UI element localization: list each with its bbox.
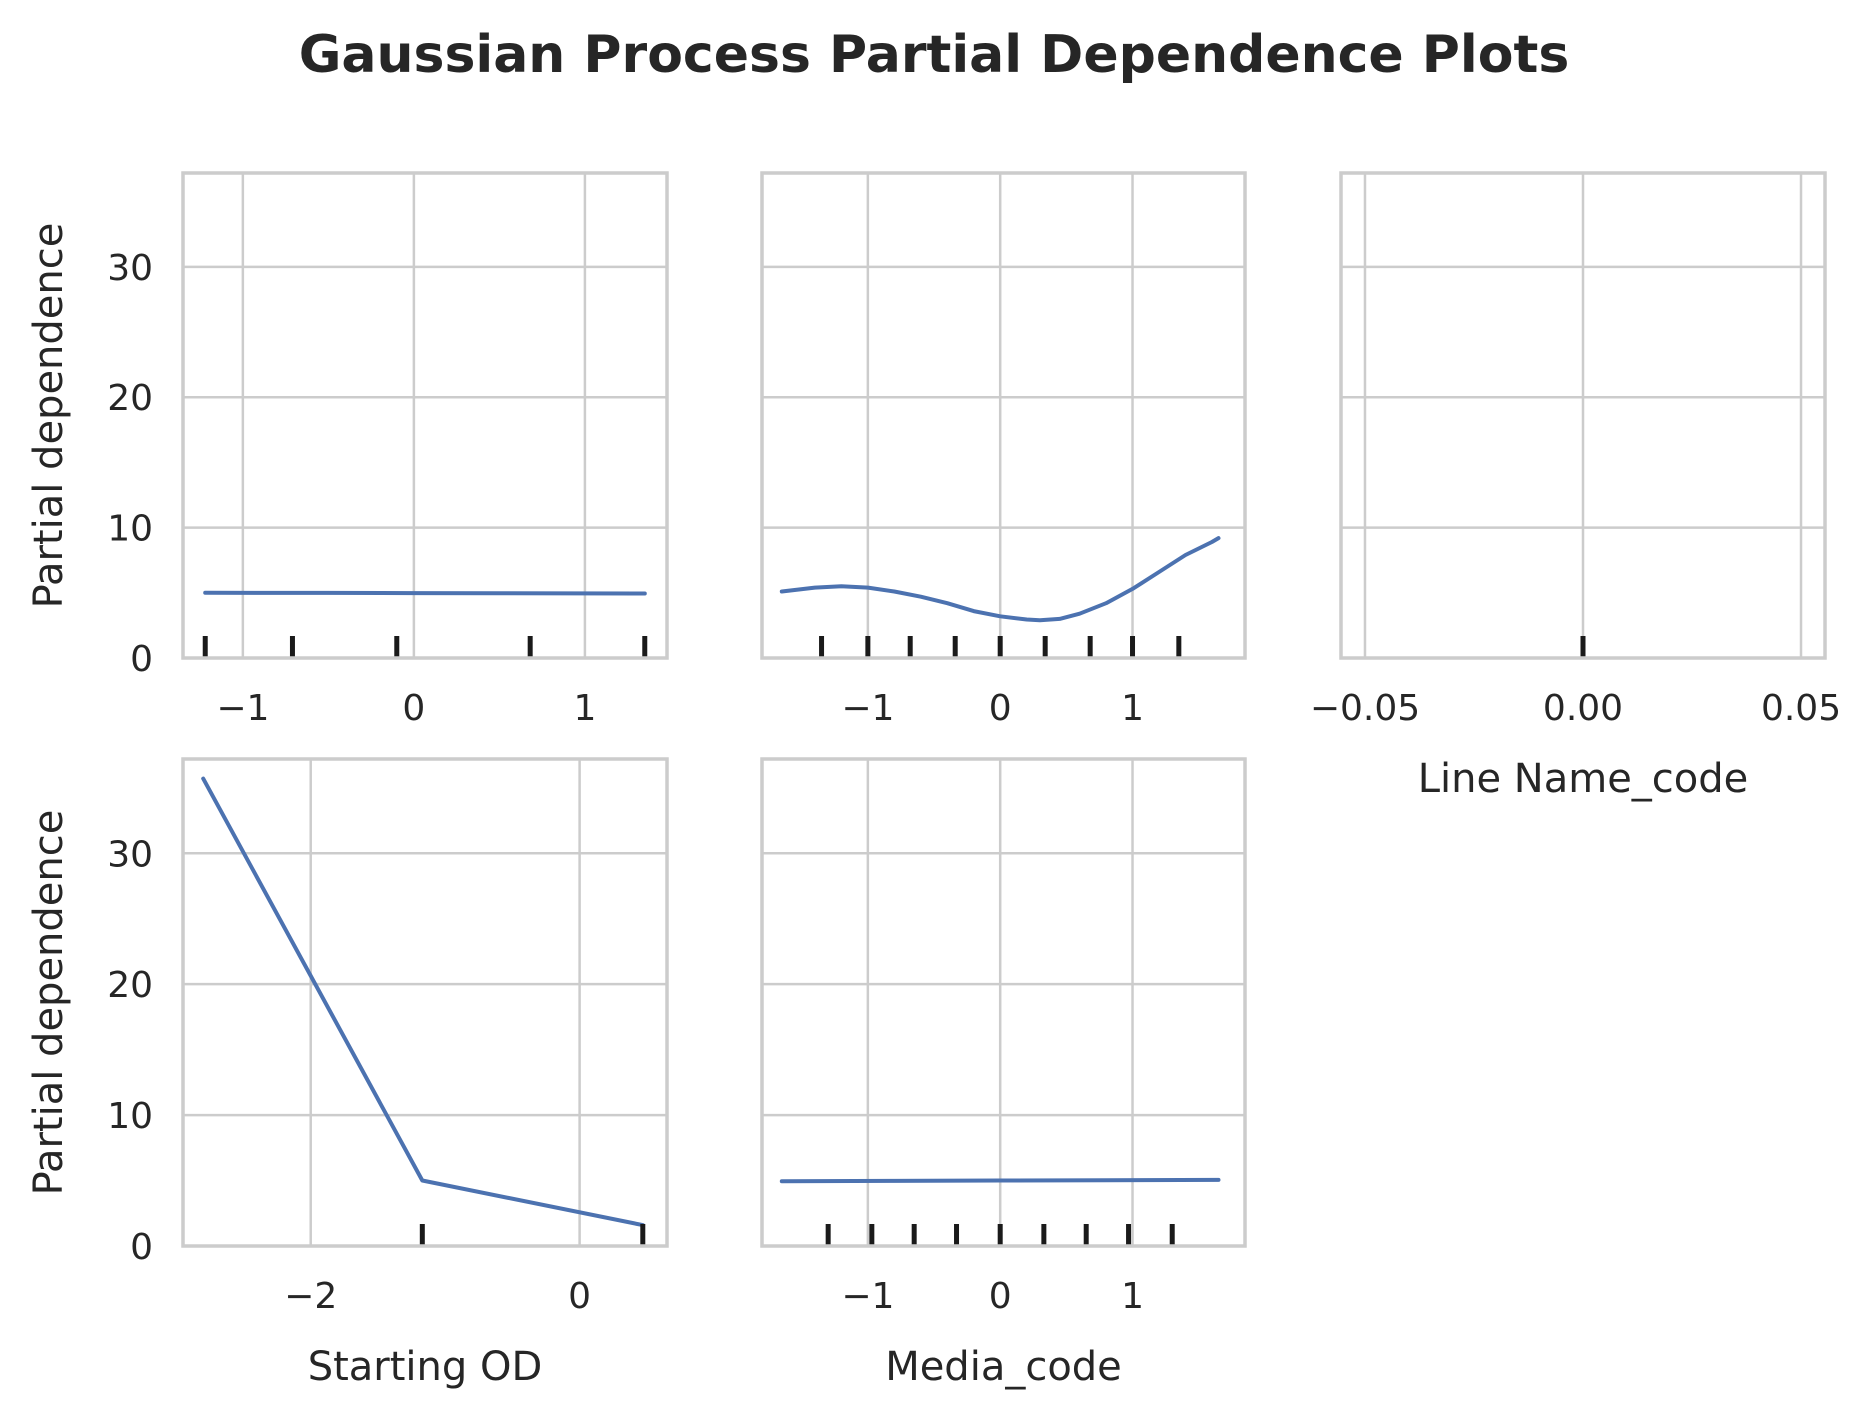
- subplot-3: −0.05 0.00 0.05 Line Name_code: [1310, 171, 1841, 802]
- figure-title: Gaussian Process Partial Dependence Plot…: [299, 25, 1570, 85]
- x-tick-label: 0: [402, 688, 425, 729]
- y-tick-label: 10: [107, 1096, 153, 1137]
- x-tick-label: 1: [1121, 688, 1144, 729]
- series-line-1: [203, 590, 647, 596]
- x-tick-label: 1: [1121, 1276, 1144, 1317]
- x-tick-label: 0: [989, 1276, 1012, 1317]
- axes-frame: [760, 757, 1247, 1248]
- x-tick-label: −2: [284, 1276, 337, 1317]
- series-line-1: [779, 1177, 1221, 1184]
- y-tick-label: 30: [107, 834, 153, 875]
- x-tick-label: −1: [841, 688, 894, 729]
- y-tick-label: 20: [107, 965, 153, 1006]
- y-tick-label: 20: [107, 378, 153, 419]
- subplot-5: −1 0 1 Media_code: [760, 757, 1247, 1390]
- x-axis-label: Media_code: [885, 1344, 1122, 1390]
- x-tick-label: 0.05: [1761, 688, 1841, 729]
- y-axis-label: Partial dependence: [26, 810, 72, 1196]
- y-tick-label: 10: [107, 509, 153, 550]
- x-tick-label: −1: [216, 688, 269, 729]
- axes-frame: [760, 171, 1247, 660]
- x-axis-label: Starting OD: [308, 1344, 543, 1390]
- subplot-4: −2 0 0 10 20 30 Starting OD Partial dependence: [26, 757, 669, 1390]
- y-axis-label: Partial dependence: [26, 223, 72, 609]
- y-tick-label: 0: [130, 1227, 153, 1268]
- series-line-1: [201, 776, 645, 1228]
- series-line-1: [779, 536, 1221, 623]
- y-tick-label: 30: [107, 248, 153, 289]
- x-tick-label: 0: [989, 688, 1012, 729]
- y-tick-label: 0: [130, 639, 153, 680]
- axes-frame: [181, 171, 669, 660]
- axes-frame: [1339, 171, 1827, 660]
- x-tick-label: −1: [841, 1276, 894, 1317]
- subplot-2: −1 0 1: [760, 171, 1247, 729]
- x-tick-label: 0: [568, 1276, 591, 1317]
- x-tick-label: 1: [573, 688, 596, 729]
- x-tick-label: 0.00: [1543, 688, 1623, 729]
- x-axis-label: Line Name_code: [1418, 756, 1749, 802]
- x-tick-label: −0.05: [1310, 688, 1420, 729]
- axes-frame: [181, 757, 669, 1248]
